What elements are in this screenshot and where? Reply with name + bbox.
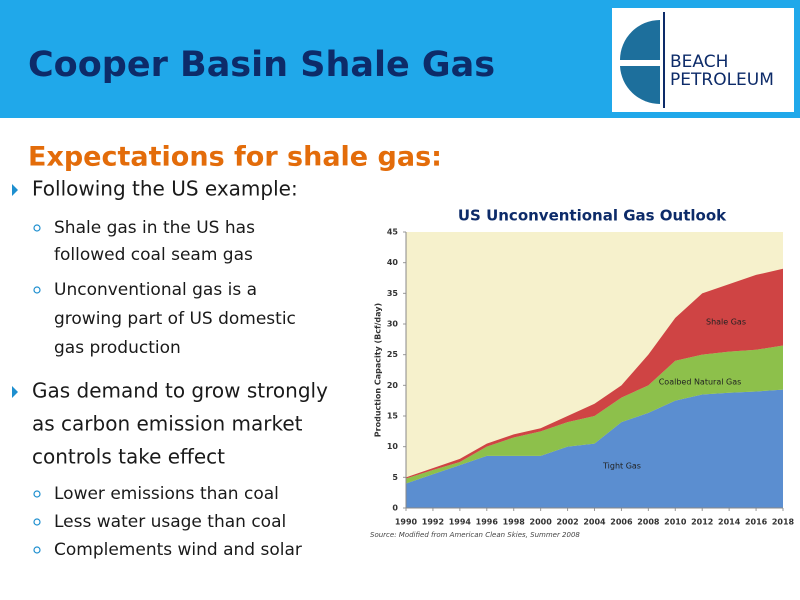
sub-bullet-text: Less water usage than coal <box>54 512 286 532</box>
x-tick-label: 1992 <box>422 518 444 527</box>
sub-bullet-dot <box>33 546 41 554</box>
area <box>406 268 783 479</box>
bullet-text: as carbon emission market <box>32 412 303 436</box>
y-tick-label: 20 <box>387 381 399 390</box>
y-tick-label: 25 <box>387 350 399 359</box>
logo-text: PETROLEUM <box>670 70 774 90</box>
y-tick-label: 35 <box>387 289 399 298</box>
x-tick-label: 2000 <box>530 518 553 527</box>
y-tick-label: 10 <box>387 442 399 451</box>
x-tick-label: 1990 <box>395 518 418 527</box>
chart: US Unconventional Gas Outlook Production… <box>362 207 796 546</box>
y-axis-label: Production Capacity (Bcf/day) <box>374 303 383 437</box>
sub-bullet-text: Shale gas in the US has <box>54 218 255 238</box>
bullet-arrow <box>12 184 18 196</box>
series-label: Shale Gas <box>706 318 746 327</box>
logo: BEACH PETROLEUM <box>612 8 794 112</box>
sub-bullet-dot <box>33 518 41 526</box>
sub-bullet-text: Lower emissions than coal <box>54 484 279 504</box>
bullet-text: Following the US example: <box>32 177 298 201</box>
x-tick-label: 1998 <box>503 518 526 527</box>
series-label: Tight Gas <box>602 462 641 471</box>
chart-title: US Unconventional Gas Outlook <box>458 207 727 225</box>
sub-bullet-dot <box>33 490 41 498</box>
x-tick-label: 1994 <box>449 518 472 527</box>
x-tick-label: 2016 <box>745 518 768 527</box>
x-tick-label: 2006 <box>610 518 633 527</box>
y-tick-label: 0 <box>392 504 398 513</box>
logo-text: BEACH <box>670 52 728 72</box>
x-tick-label: 2018 <box>772 518 795 527</box>
logo-mark <box>620 66 660 105</box>
y-tick-label: 45 <box>387 228 399 237</box>
x-tick-label: 2012 <box>691 518 713 527</box>
x-tick-label: 2014 <box>718 518 741 527</box>
logo-mark <box>620 20 660 60</box>
y-tick-label: 30 <box>387 320 399 329</box>
sub-bullet-text: gas production <box>54 338 181 358</box>
y-tick-label: 5 <box>392 473 398 482</box>
x-tick-label: 2008 <box>637 518 660 527</box>
y-tick-label: 40 <box>387 258 399 267</box>
bullet-list: Following the US example: Shale gas in th… <box>12 177 328 560</box>
source-note: Source: Modified from American Clean Ski… <box>370 531 580 539</box>
area <box>406 345 783 484</box>
x-tick-label: 2004 <box>583 518 606 527</box>
sub-bullet-dot <box>33 286 41 294</box>
sub-bullet-text: growing part of US domestic <box>54 309 296 329</box>
x-tick-label: 1996 <box>476 518 499 527</box>
area <box>406 389 783 508</box>
x-tick-label: 2002 <box>556 518 578 527</box>
bullet-text: Gas demand to grow strongly <box>32 379 328 403</box>
bullet-text: controls take effect <box>32 445 225 469</box>
x-tick-label: 2010 <box>664 518 687 527</box>
sub-bullet-text: Unconventional gas is a <box>54 280 257 300</box>
slide-title: Cooper Basin Shale Gas <box>28 45 495 85</box>
sub-bullet-text: followed coal seam gas <box>54 245 253 265</box>
sub-bullet-text: Complements wind and solar <box>54 540 302 560</box>
y-tick-label: 15 <box>387 412 399 421</box>
series-label: Coalbed Natural Gas <box>659 378 742 387</box>
sub-bullet-dot <box>33 224 41 232</box>
bullet-arrow <box>12 386 18 398</box>
subtitle: Expectations for shale gas: <box>28 142 442 173</box>
